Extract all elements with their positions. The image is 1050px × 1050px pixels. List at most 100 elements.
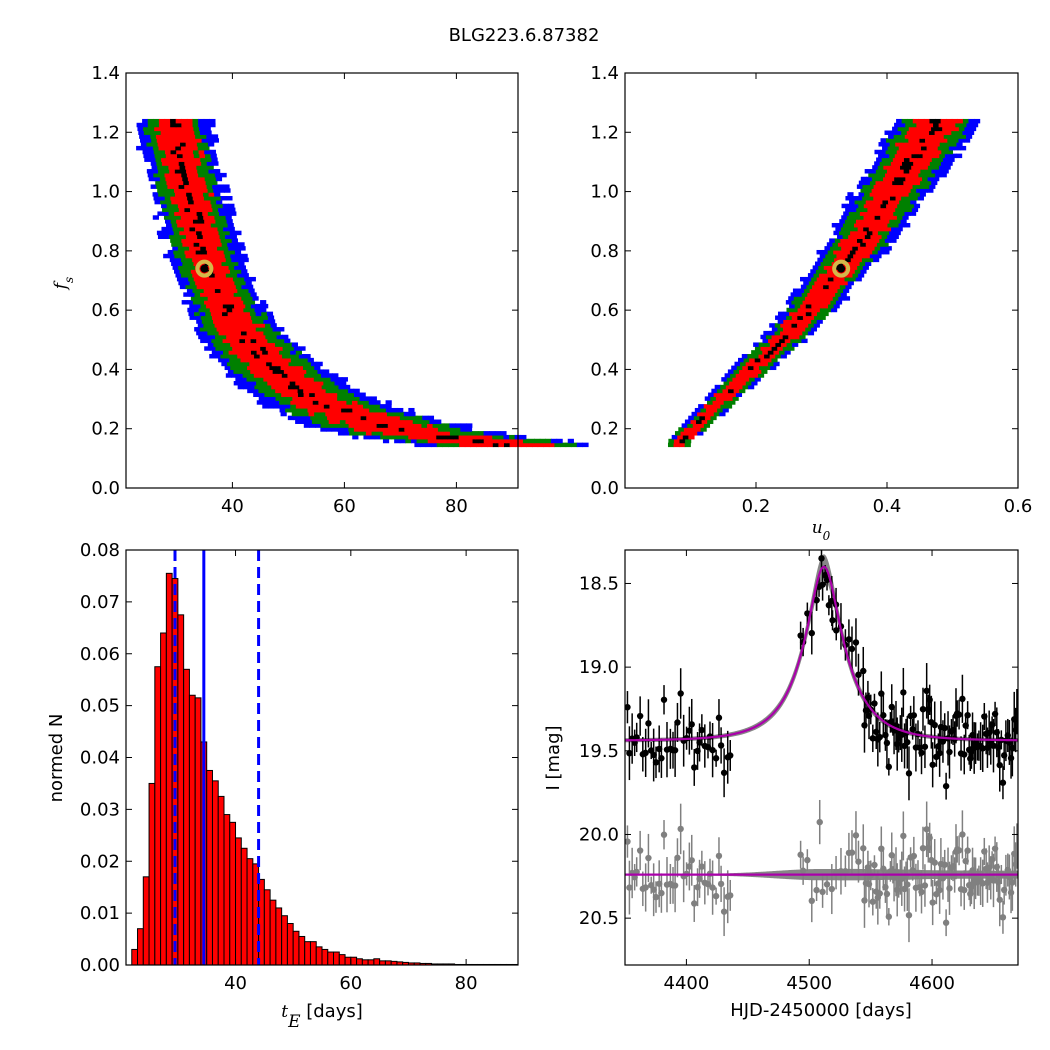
heatmap-cell-red bbox=[215, 300, 222, 305]
residual-point bbox=[658, 889, 665, 897]
heatmap-cell-green bbox=[885, 149, 892, 155]
heatmap-cell-green bbox=[756, 350, 763, 355]
heatmap-cell-green bbox=[238, 276, 245, 282]
heatmap-cell-blue bbox=[851, 196, 858, 201]
heatmap-cell-red bbox=[245, 315, 252, 320]
heatmap-cell-red bbox=[923, 118, 931, 124]
heatmap-cell-green bbox=[158, 172, 166, 178]
heatmap-cell-red bbox=[780, 330, 787, 336]
heatmap-cell-red bbox=[191, 211, 198, 216]
heatmap-cell-red bbox=[205, 292, 212, 297]
y-tick-label: 0.4 bbox=[91, 359, 120, 380]
heatmap-cell-red bbox=[872, 207, 880, 213]
heatmap-cell-green bbox=[215, 346, 222, 351]
heatmap-cell-red bbox=[773, 350, 780, 355]
heatmap-cell-green bbox=[158, 169, 165, 174]
heatmap-cell-red bbox=[907, 172, 914, 178]
heatmap-cell-green bbox=[224, 342, 231, 347]
heatmap-cell-blue bbox=[199, 130, 207, 135]
heatmap-cell-red bbox=[911, 142, 919, 147]
heatmap-cell-blue bbox=[420, 442, 427, 448]
data-point bbox=[999, 779, 1007, 786]
heatmap-cell-green bbox=[222, 350, 230, 355]
heatmap-cell-blue bbox=[205, 130, 212, 135]
heatmap-cell-blue bbox=[225, 373, 233, 378]
heatmap-cell-red bbox=[238, 311, 246, 317]
heatmap-cell-black bbox=[805, 303, 812, 309]
heatmap-cell-blue bbox=[904, 222, 911, 228]
heatmap-cell-red bbox=[201, 184, 208, 189]
heatmap-cell-red bbox=[184, 249, 191, 255]
heatmap-cell-blue bbox=[216, 199, 223, 205]
heatmap-cell-green bbox=[887, 222, 894, 228]
heatmap-cell-green bbox=[220, 334, 227, 340]
best-fit-ring bbox=[195, 259, 214, 278]
heatmap-cell-red bbox=[876, 211, 883, 216]
heatmap-cell-green bbox=[386, 411, 394, 417]
heatmap-cell-green bbox=[846, 226, 853, 232]
heatmap-cell-red bbox=[259, 373, 266, 378]
axis-ticks: 40 60 800.000.010.020.030.040.050.060.070.… bbox=[80, 540, 518, 994]
heatmap-cell-green bbox=[881, 157, 888, 162]
histogram-bar bbox=[275, 907, 283, 966]
heatmap-cell-red bbox=[714, 404, 721, 409]
heatmap-cell-green bbox=[189, 265, 196, 270]
heatmap-cell-red bbox=[888, 165, 896, 170]
residual-point bbox=[636, 847, 644, 854]
heatmap-cell-green bbox=[219, 215, 227, 220]
heatmap-cell-green bbox=[405, 415, 412, 421]
heatmap-cell-red bbox=[388, 415, 395, 421]
heatmap-cell-black bbox=[882, 199, 889, 205]
heatmap-cell-blue bbox=[956, 153, 963, 159]
heatmap-cell-green bbox=[901, 130, 908, 135]
y-tick-label: 1.2 bbox=[91, 122, 120, 143]
residual-point bbox=[712, 892, 720, 900]
heatmap-cell-red bbox=[249, 361, 256, 367]
heatmap-cell-red bbox=[312, 380, 319, 386]
heatmap-cell-blue bbox=[262, 400, 269, 405]
data-point bbox=[918, 749, 925, 756]
heatmap-cell-red bbox=[277, 361, 284, 367]
heatmap-cell-green bbox=[765, 334, 773, 340]
heatmap-cell-red bbox=[164, 122, 171, 128]
heatmap-cell-red bbox=[224, 330, 231, 336]
heatmap-cell-red bbox=[186, 122, 194, 128]
heatmap-cell-green bbox=[887, 145, 894, 151]
heatmap-cell-blue bbox=[410, 438, 418, 444]
heatmap-cell-red bbox=[498, 442, 505, 448]
heatmap-cell-green bbox=[149, 130, 156, 135]
heatmap-cell-red bbox=[213, 284, 220, 290]
heatmap-cell-blue bbox=[230, 211, 237, 216]
heatmap-cell-green bbox=[146, 142, 153, 147]
heatmap-cell-blue bbox=[843, 211, 850, 216]
model-curve bbox=[625, 565, 1018, 876]
heatmap-cell-red bbox=[363, 407, 370, 413]
heatmap-cell-green bbox=[771, 357, 778, 363]
heatmap-cell-red bbox=[409, 427, 417, 432]
heatmap-cell-red bbox=[388, 431, 395, 436]
heatmap-cell-black bbox=[897, 180, 904, 186]
histogram-bar bbox=[177, 614, 185, 966]
heatmap-cell-red bbox=[831, 280, 838, 286]
heatmap-cell-red bbox=[788, 319, 795, 324]
heatmap-cell-red bbox=[891, 215, 898, 220]
heatmap-cell-green bbox=[933, 165, 940, 170]
heatmap-cell-red bbox=[867, 207, 874, 213]
heatmap-cell-green bbox=[844, 230, 851, 236]
heatmap-cell-red bbox=[871, 211, 878, 216]
heatmap-cell-blue bbox=[777, 319, 784, 324]
panel-fs-vs-te: 40 60 800.00.20.40.60.81.01.21.4 fs bbox=[51, 63, 589, 517]
heatmap-cell-red bbox=[863, 203, 870, 209]
heatmap-cell-black bbox=[182, 176, 189, 182]
heatmap-cell-red bbox=[188, 242, 195, 247]
heatmap-cell-blue bbox=[798, 288, 805, 293]
heatmap-cell-green bbox=[331, 388, 338, 394]
heatmap-cell-green bbox=[764, 365, 771, 371]
heatmap-cell-blue bbox=[163, 211, 170, 216]
heatmap-cell-red bbox=[357, 407, 365, 413]
heatmap-cell-red bbox=[204, 219, 211, 224]
x-tick-label: 80 bbox=[455, 973, 478, 994]
heatmap-cell-green bbox=[822, 311, 829, 317]
heatmap-cell-red bbox=[206, 249, 214, 255]
heatmap-cell-blue bbox=[942, 169, 949, 174]
